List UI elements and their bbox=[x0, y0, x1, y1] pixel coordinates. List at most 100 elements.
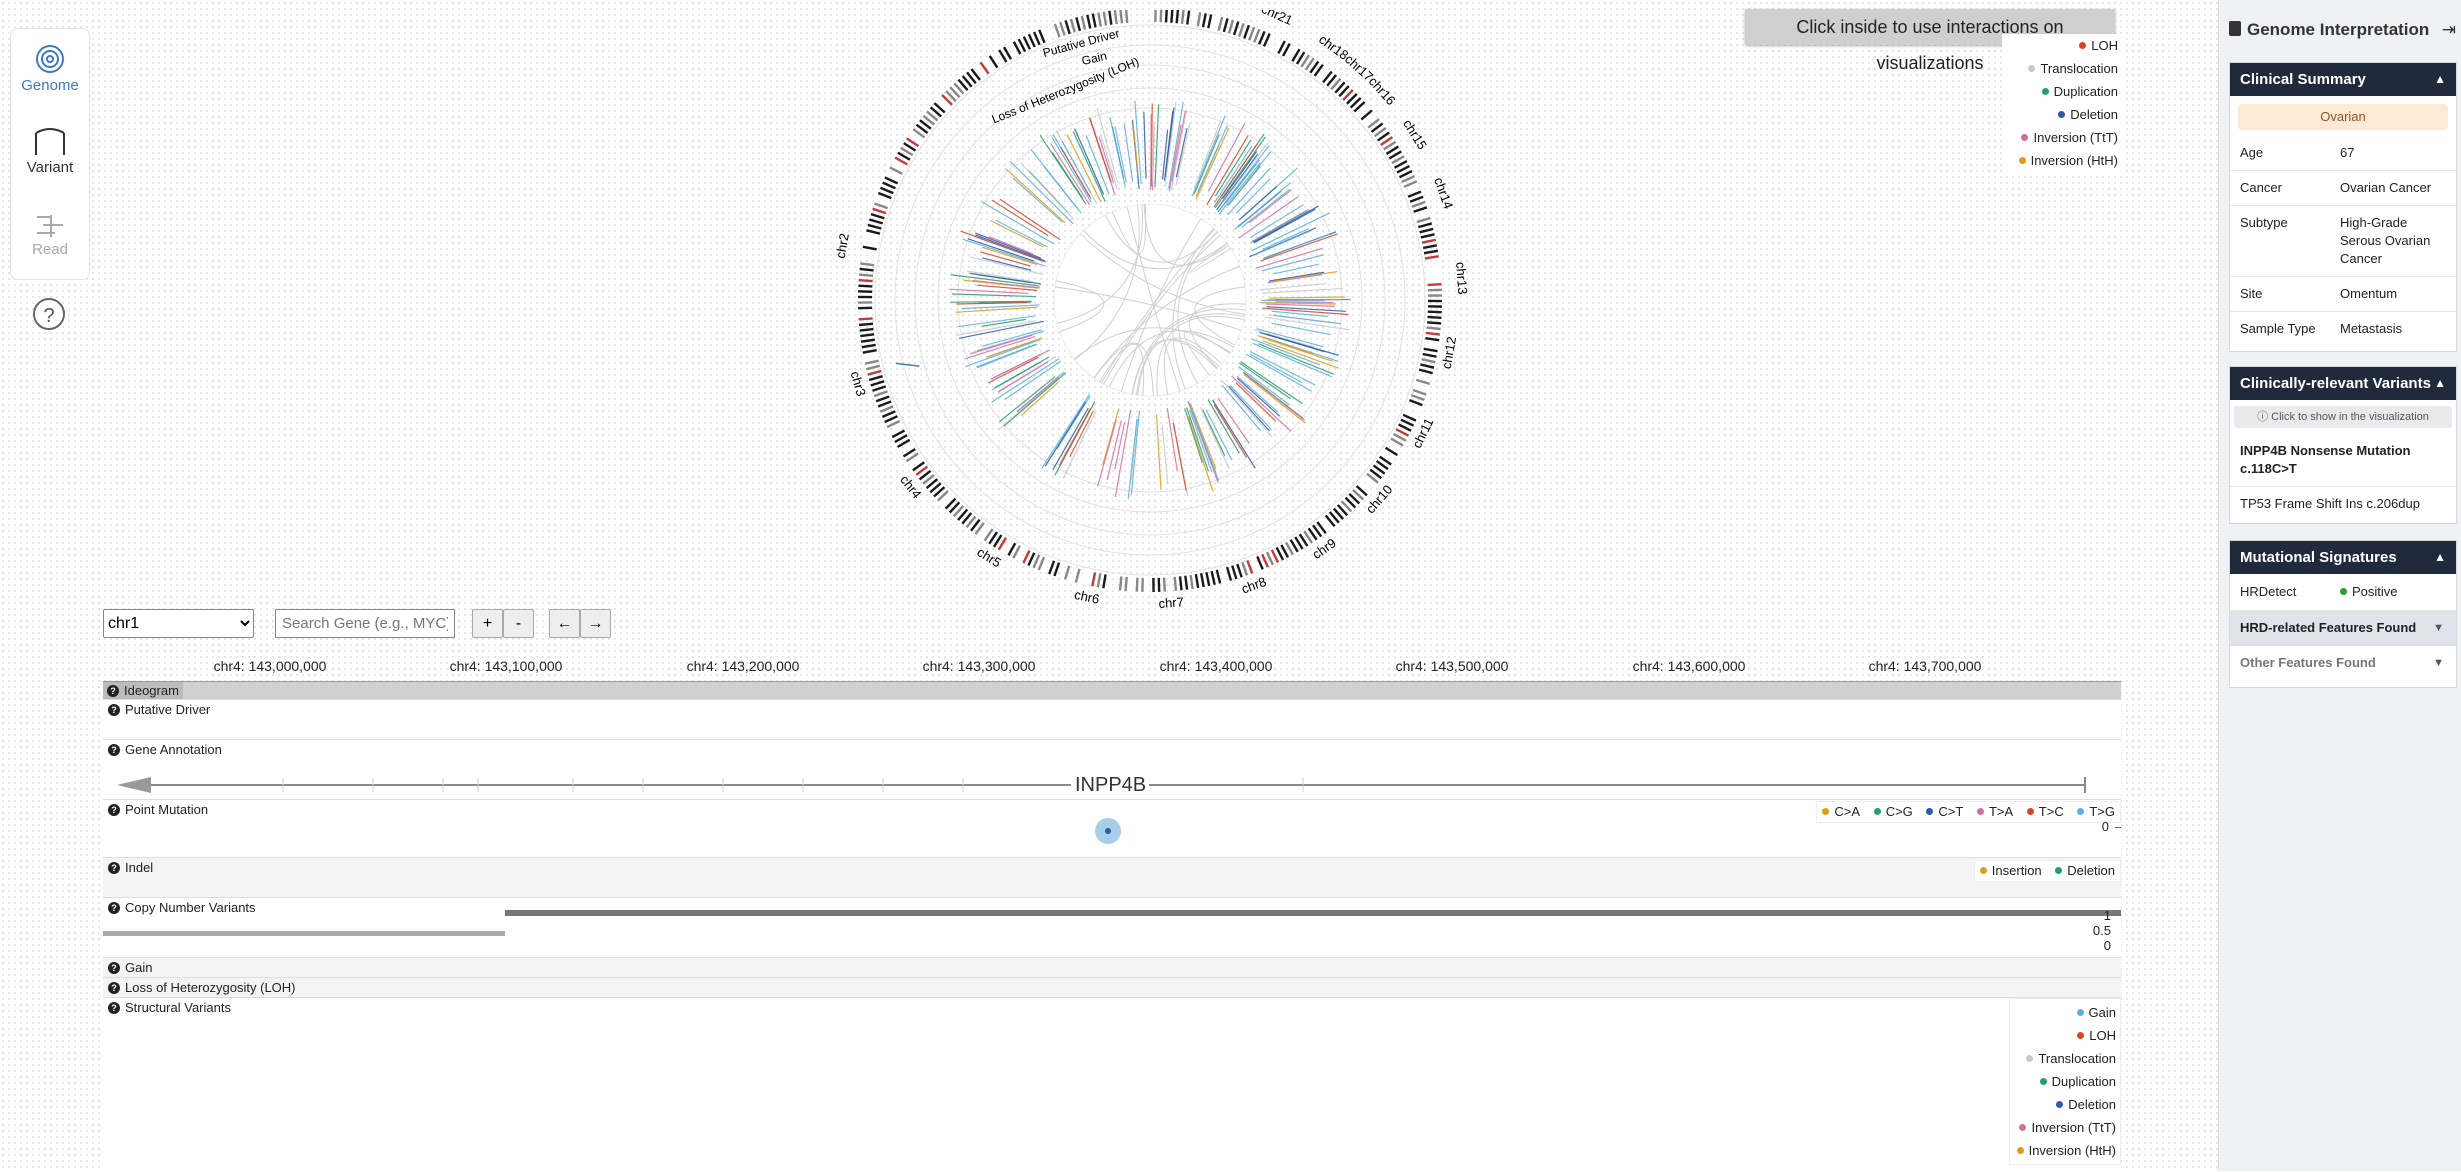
legend-dot bbox=[2077, 1009, 2084, 1016]
sv-segment bbox=[1162, 425, 1168, 484]
ideogram-band bbox=[1044, 28, 1049, 41]
gene-annotation-track[interactable]: ?Gene Annotation INPP4B bbox=[103, 739, 2121, 800]
sv-segment bbox=[1276, 302, 1334, 303]
ideogram-band bbox=[1060, 22, 1064, 35]
chromosome-label: chr7 bbox=[1158, 594, 1184, 610]
track-name: Copy Number Variants bbox=[125, 900, 256, 915]
info-icon[interactable]: ? bbox=[107, 685, 119, 697]
ideogram-band bbox=[1070, 567, 1074, 580]
variant-item[interactable]: TP53 Frame Shift Ins c.206dup bbox=[2230, 487, 2456, 521]
ideogram-band bbox=[1242, 562, 1247, 575]
variant-view-label: Variant bbox=[27, 159, 73, 176]
legend-label: LOH bbox=[2091, 38, 2118, 53]
zoom-in-button[interactable]: + bbox=[472, 609, 503, 638]
summary-value: 67 bbox=[2340, 144, 2456, 162]
legend-dot bbox=[2079, 42, 2086, 49]
other-features-toggle[interactable]: Other Features Found▼ bbox=[2230, 646, 2456, 680]
genome-view-button[interactable]: Genome bbox=[11, 43, 89, 94]
ideogram-band bbox=[1055, 24, 1060, 37]
ideogram-band bbox=[1414, 207, 1427, 211]
track-name: Ideogram bbox=[124, 683, 179, 698]
track-name: Gain bbox=[125, 960, 152, 975]
ideogram-band bbox=[1009, 44, 1016, 56]
ideogram-band bbox=[1120, 577, 1121, 591]
loh-track[interactable]: ?Loss of Heterozygosity (LOH) bbox=[103, 977, 2121, 998]
tick-label: chr4: 143,000,000 bbox=[214, 658, 327, 674]
sv-segment bbox=[1044, 167, 1077, 209]
cnv-segment[interactable] bbox=[505, 910, 2121, 916]
ideogram-band bbox=[1024, 37, 1030, 50]
ideogram-band bbox=[1039, 30, 1044, 43]
ideogram-band bbox=[871, 381, 884, 385]
chromosome-select[interactable]: chr1 bbox=[103, 609, 254, 638]
cnv-segment[interactable] bbox=[103, 931, 505, 936]
ideogram-band bbox=[890, 426, 902, 432]
legend-item: LOH bbox=[2010, 1024, 2120, 1047]
variant-view-button[interactable]: Variant bbox=[11, 127, 89, 176]
gene-search-input[interactable] bbox=[275, 609, 455, 638]
sv-segment bbox=[1246, 354, 1312, 391]
collapse-panel-icon[interactable]: ⇥ bbox=[2442, 20, 2456, 40]
linear-genome-browser[interactable]: chr4: 143,000,000 chr4: 143,100,000 chr4… bbox=[103, 650, 2121, 1171]
hrd-features-toggle[interactable]: HRD-related Features Found▼ bbox=[2230, 611, 2456, 646]
ideogram-band bbox=[1049, 561, 1054, 574]
tick-label: chr4: 143,200,000 bbox=[687, 658, 800, 674]
expand-icon[interactable]: ▼ bbox=[2433, 646, 2444, 680]
ideogram-band bbox=[1425, 338, 1439, 340]
ideogram-band bbox=[862, 252, 876, 254]
chromosome-label: chr12 bbox=[1439, 335, 1459, 370]
gene-name[interactable]: INPP4B bbox=[1075, 774, 1146, 797]
info-icon[interactable]: ? bbox=[108, 902, 120, 914]
point-mutation-marker[interactable] bbox=[1093, 816, 1123, 846]
legend-label: C>T bbox=[1938, 804, 1963, 819]
ideogram-band bbox=[1426, 333, 1440, 335]
ideogram-band bbox=[1044, 559, 1049, 572]
legend-label: T>G bbox=[2089, 804, 2115, 819]
ideogram-band bbox=[1206, 572, 1209, 586]
read-view-button[interactable]: Read bbox=[11, 213, 89, 258]
info-icon[interactable]: ? bbox=[108, 982, 120, 994]
tick-label: chr4: 143,500,000 bbox=[1396, 658, 1509, 674]
ideogram-band bbox=[859, 324, 873, 325]
collapse-icon[interactable]: ▲ bbox=[2434, 63, 2446, 96]
ideogram-band bbox=[1212, 571, 1215, 585]
ideogram-band bbox=[1239, 23, 1243, 36]
gain-track[interactable]: ? Gain bbox=[103, 957, 2121, 978]
pan-left-button[interactable]: ← bbox=[549, 609, 580, 638]
zoom-out-button[interactable]: - bbox=[503, 609, 534, 638]
sv-segment bbox=[1131, 419, 1137, 480]
legend-label: T>C bbox=[2039, 804, 2064, 819]
collapse-icon[interactable]: ▲ bbox=[2434, 541, 2446, 574]
structural-variant-track[interactable]: ?Structural Variants Gain LOH Translocat… bbox=[103, 997, 2121, 1172]
info-icon[interactable]: ? bbox=[108, 1002, 120, 1014]
variant-icon bbox=[33, 127, 67, 157]
collapse-icon[interactable]: ▲ bbox=[2434, 367, 2446, 400]
circos-plot[interactable]: chr1chrMchrXchr21chr18chr17chr16chr15chr… bbox=[800, 10, 1600, 610]
info-icon[interactable]: ? bbox=[108, 804, 120, 816]
legend-label: C>G bbox=[1886, 804, 1913, 819]
ideogram-band bbox=[895, 435, 907, 442]
info-icon[interactable]: ? bbox=[108, 862, 120, 874]
help-button[interactable]: ? bbox=[33, 298, 65, 330]
variants-header[interactable]: Clinically-relevant Variants▲ bbox=[2230, 367, 2456, 400]
ideogram-band bbox=[860, 263, 874, 265]
pan-right-button[interactable]: → bbox=[580, 609, 611, 638]
indel-track[interactable]: ?Indel Insertion Deletion bbox=[103, 857, 2121, 898]
copy-number-track[interactable]: ? Copy Number Variants 1 0.5 0 bbox=[103, 897, 2121, 958]
putative-driver-track[interactable]: ?Putative Driver bbox=[103, 699, 2121, 740]
ideogram-band bbox=[871, 214, 884, 218]
expand-icon[interactable]: ▼ bbox=[2433, 611, 2444, 645]
chromosome-label: chr6 bbox=[1073, 587, 1101, 607]
clinical-summary-header[interactable]: Clinical Summary▲ bbox=[2230, 63, 2456, 96]
legend-item: Inversion (TtT) bbox=[2002, 126, 2122, 149]
info-icon[interactable]: ? bbox=[108, 704, 120, 716]
point-mutation-track[interactable]: ?Point Mutation C>A C>G C>T T>A T>C T>G … bbox=[103, 799, 2121, 858]
variant-item[interactable]: INPP4B Nonsense Mutation c.118C>T bbox=[2230, 434, 2456, 487]
ideogram-track[interactable]: ? Ideogram bbox=[103, 681, 2121, 699]
ideogram-band bbox=[1180, 576, 1182, 590]
cnv-axis: 1 0.5 0 bbox=[2093, 908, 2111, 953]
info-icon[interactable]: ? bbox=[108, 962, 120, 974]
signatures-header[interactable]: Mutational Signatures▲ bbox=[2230, 541, 2456, 574]
ring-label: Gain bbox=[1080, 49, 1108, 68]
